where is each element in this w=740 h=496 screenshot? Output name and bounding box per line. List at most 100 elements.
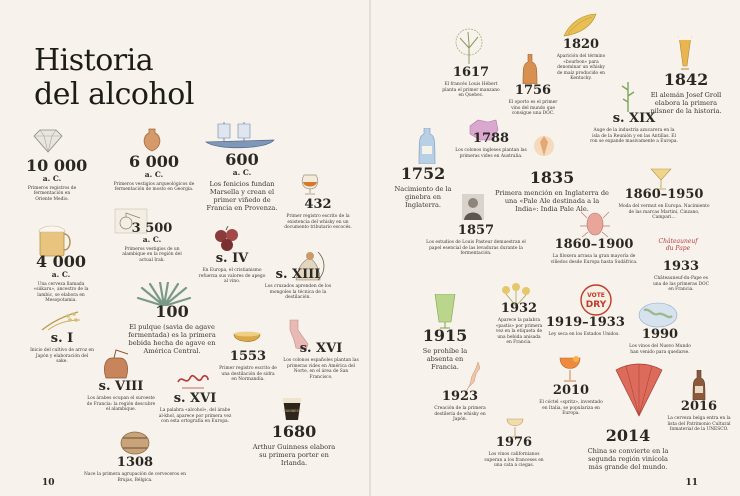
alembic-drawing-icon [114,208,148,234]
port-bottle-icon [522,54,538,84]
event-3500-bc: 3 500 a. C. Primeros vestigios de un ala… [118,222,186,263]
arabic-script-icon [177,374,209,389]
event-era: a. C. [51,270,71,279]
event-text: Primer registro escrito de una destilaci… [219,366,277,383]
rice-stalks-icon [41,311,81,331]
event-text: El pulque (savia de agave fermentada) es… [128,323,216,355]
event-year: s. XVI [173,391,217,406]
guinness-label: GUINNESS [283,409,301,413]
belgian-beer-bottle-icon [692,370,706,400]
event-text: Creación de la primera destilería de whi… [434,406,486,423]
phoenician-ship-icon [205,122,275,149]
event-year: 6 000 [128,152,180,171]
beer-barrel-icon [120,431,150,455]
event-year: 1835 [529,168,575,187]
event-1553: 1553 Primer registro escrito de una dest… [218,350,278,383]
event-text: En Europa, el cristianismo refuerza sus … [198,268,266,285]
event-year: 1915 [422,326,468,345]
event-1932: 1932 Aparece la palabra «pastis» por pri… [494,302,544,346]
event-year: 1990 [641,327,679,342]
event-year: 3 500 [131,221,173,236]
event-text: Primer registro escrito de la existencia… [284,214,352,231]
event-year: 2010 [552,383,590,398]
event-year: 1932 [500,301,538,316]
cider-bowl-icon [233,331,261,342]
event-era: a. C. [144,170,164,179]
event-year: 432 [304,197,332,212]
clay-pot-icon [143,128,161,152]
event-text: El oporto es el primer vino del mundo qu… [508,100,558,117]
event-text: Los cruzados aprenden de los mongoles la… [264,284,332,301]
event-text: Arthur Guinness elabora su primera porte… [252,443,336,467]
australia-map-icon [469,119,499,141]
event-year: s. IV [215,251,249,266]
event-year: 2016 [680,399,718,414]
event-year: 1857 [457,223,495,238]
page-title: Historia del alcohol [34,44,194,112]
event-1860-1900: 1860–1900 La filoxera arrasa la gran may… [548,238,640,265]
event-year: 1788 [472,131,510,146]
event-s-iv: s. IV En Europa, el cristianismo refuerz… [196,252,268,285]
event-year: 1617 [452,65,490,80]
event-year: 10 000 [26,156,88,175]
event-1915: 1915 Se prohíbe la absenta en Francia. [412,326,478,372]
event-1617: 1617 El francés Louis Hébert planta el p… [440,66,502,99]
event-text: Los fenicios fundan Marsella y crean el … [206,179,278,212]
event-2016: 2016 La cerveza belga entra en la lista … [666,400,732,433]
event-text: La cerveza belga entra en la lista del P… [667,416,731,433]
event-year: 1923 [441,389,479,404]
event-year: 1553 [229,349,267,364]
event-text: Châteauneuf-du-Pape es una de las primer… [652,276,710,293]
corn-icon [563,13,597,37]
event-text: Los vinos californianos superan a los fr… [484,452,544,469]
event-text: Primeros registros de fermentación en Or… [27,185,77,202]
event-text: Una cerveza llamada «siikaru», ancestro … [33,281,89,304]
event-10000-bc: 10 000 a. C. Primeros registros de ferme… [26,156,88,202]
event-year: s. XVI [299,341,343,356]
event-text: Primeros vestigios de un alambique en la… [122,246,182,263]
event-text: Los vinos del Nuevo Mundo han venido par… [629,344,691,355]
event-1680: 1680 Arthur Guinness elabora su primera … [252,422,336,468]
event-2010: 2010 El cóctel «spritz», inventado en It… [538,384,604,417]
diamond-vessel-icon [33,129,63,153]
event-432: 432 Primer registro escrito de la existe… [282,198,354,231]
vote-dry-badge-icon: VOTE DRY [580,284,612,316]
event-s-i: s. I Inicio del cultivo de arroz en Japó… [30,332,94,365]
event-1835: 1835 Primera mención en Inglaterra de un… [494,168,610,214]
event-1788: 1788 Los colonos ingleses plantan las pr… [452,132,530,159]
anise-flower-icon [502,283,530,307]
event-year: s. XIII [275,267,321,282]
event-year: s. VIII [98,379,144,394]
event-text: Nacimiento de la ginebra en Inglaterra. [394,185,452,209]
event-year: 1308 [116,455,154,470]
pilsner-glass-icon [678,36,692,70]
event-1990: 1990 Los vinos del Nuevo Mundo han venid… [628,328,692,355]
event-text: Los colonos ingleses plantan las primera… [455,148,527,159]
event-year: 1976 [495,435,533,450]
agave-plant-icon [136,282,192,306]
event-1820: 1820 Aparición del término «bourbon» par… [556,38,606,82]
event-s-viii: s. VIII Los árabes ocupan el suroeste de… [86,380,156,413]
beer-mug-icon [38,225,71,257]
event-600-bc: 600 a. C. Los fenicios fundan Marsella y… [204,152,280,212]
alembic-copper-icon [104,349,129,379]
event-year: 1680 [271,422,317,441]
event-year: 1752 [400,164,446,183]
vermouth-glass-icon [650,168,672,190]
event-1756: 1756 El oporto es el primer vino del mun… [504,84,562,117]
event-text: Los colonos españoles plantan las primer… [283,358,359,380]
event-year: 1933 [662,259,700,274]
event-year: 1860–1900 [554,237,634,252]
event-s-xvi-alcohol: s. XVI La palabra «alcohol», del árabe a… [158,392,232,425]
absinthe-glass-icon [434,294,456,329]
event-year: 2014 [605,426,651,445]
event-year: 1842 [663,70,709,89]
event-text: Nace la primera agrupación de cerveceros… [84,472,186,483]
event-1857: 1857 Los estudios de Louis Pasteur demue… [422,224,530,257]
event-1933-chateauneuf: 1933 Châteauneuf-du-Pape es una de las p… [650,260,712,293]
whisky-glass-icon [301,174,319,195]
event-text: Primera mención en Inglaterra de una «Pa… [495,189,609,213]
event-text: El francés Louis Hébert planta el primer… [442,82,500,99]
grapes-icon [215,226,238,251]
